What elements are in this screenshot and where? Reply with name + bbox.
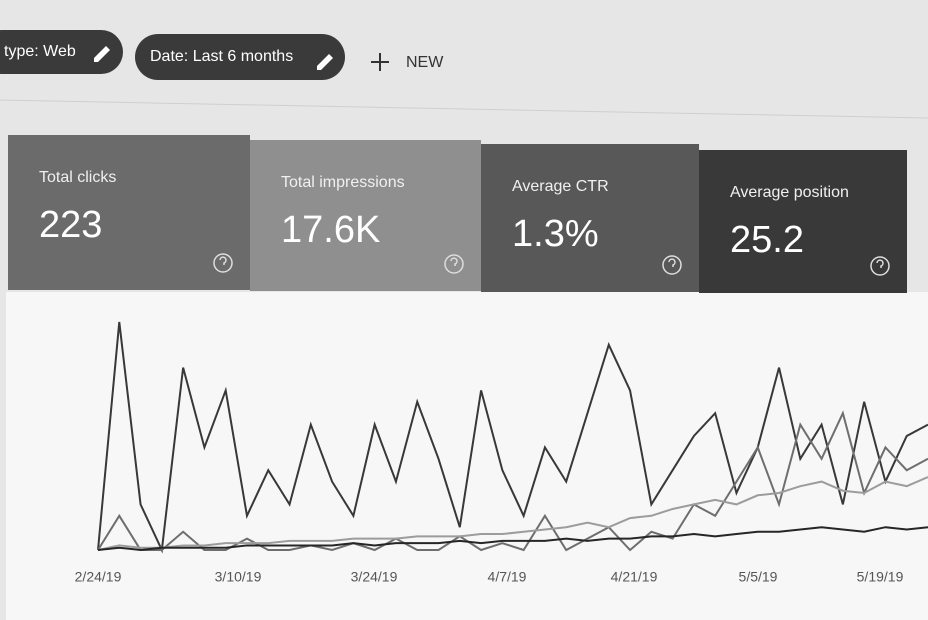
help-icon-glyph (219, 256, 227, 265)
help-icon-glyph (668, 258, 676, 267)
filter-chip[interactable] (135, 34, 345, 80)
help-icon (213, 253, 233, 273)
new-button[interactable]: NEW (406, 54, 444, 71)
metric-value: 17.6K (281, 209, 380, 251)
metric-value: 25.2 (730, 219, 804, 261)
help-icon (870, 256, 890, 276)
metric-value: 1.3% (512, 213, 599, 255)
data-line (97, 526, 928, 552)
metric-label: Average CTR (512, 178, 609, 195)
help-icon (444, 254, 464, 274)
metric-label: Total impressions (281, 174, 405, 191)
x-tick-label: 5/19/19 (857, 569, 904, 585)
help-icon (662, 255, 682, 275)
data-line (97, 476, 928, 551)
edit-icon (94, 46, 110, 62)
filter-label: Date: Last 6 months (150, 48, 293, 65)
filter-label: type: Web (4, 43, 76, 60)
x-tick-label: 4/21/19 (611, 569, 658, 585)
metric-card (250, 140, 481, 291)
data-line (97, 321, 928, 554)
filter-chip[interactable] (0, 30, 123, 74)
x-tick-label: 2/24/19 (75, 569, 122, 585)
plus-icon (371, 53, 389, 71)
x-tick-label: 5/5/19 (739, 569, 778, 585)
metric-value: 223 (39, 204, 102, 246)
help-icon-glyph (450, 257, 458, 266)
data-line (97, 410, 928, 552)
metric-card (8, 135, 250, 290)
x-tick-label: 4/7/19 (488, 569, 527, 585)
divider (0, 99, 928, 119)
chart-panel (6, 292, 928, 620)
metric-label: Total clicks (39, 169, 116, 186)
x-tick-label: 3/24/19 (351, 569, 398, 585)
edit-icon (317, 54, 333, 70)
x-tick-label: 3/10/19 (215, 569, 262, 585)
metric-label: Average position (730, 184, 849, 201)
help-icon-glyph (876, 259, 884, 268)
